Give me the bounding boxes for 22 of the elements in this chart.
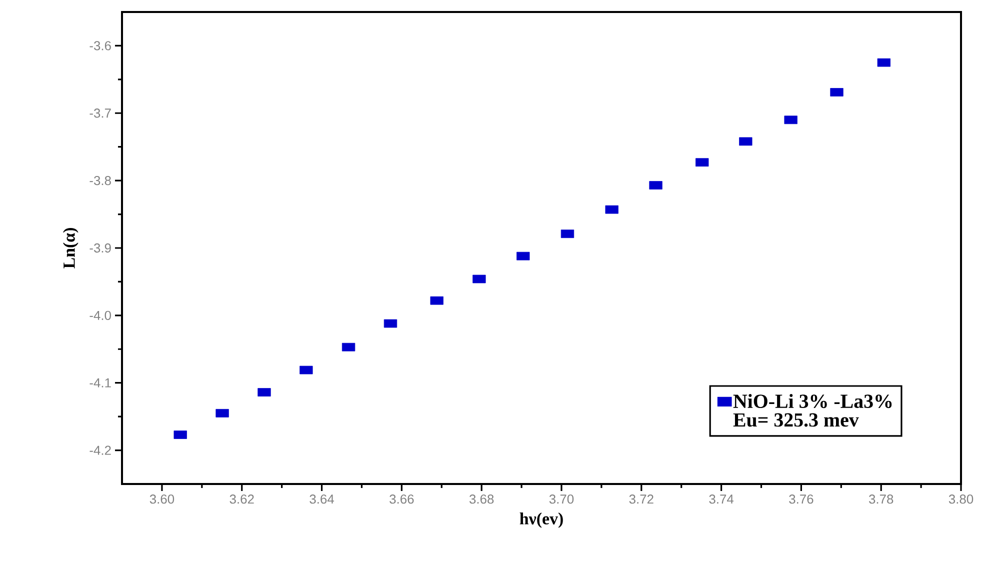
x-tick-label: 3.76	[789, 494, 814, 504]
legend-label: NiO-Li 3% -La3%	[733, 394, 892, 408]
x-tick-label: 3.70	[549, 494, 574, 504]
y-axis-title: Ln(α)	[62, 228, 78, 268]
x-tick-label: 3.64	[310, 494, 334, 504]
y-tick-label: -4.0	[90, 310, 111, 320]
y-tick-label: -4.2	[90, 446, 111, 455]
y-tick-label: -3.8	[90, 176, 111, 186]
y-tick-label: -3.6	[90, 41, 111, 50]
y-tick-label: -3.9	[90, 243, 111, 253]
x-tick-label: 3.72	[629, 494, 654, 504]
x-tick-label: 3.62	[230, 494, 254, 504]
x-tick-label: 3.78	[869, 494, 894, 504]
x-tick-label: 3.68	[469, 494, 494, 504]
x-tick-label: 3.66	[390, 494, 414, 504]
x-tick-label: 3.60	[150, 494, 174, 504]
annotation: Eu= 325.3 mev	[733, 413, 859, 427]
y-tick-label: -4.1	[90, 378, 111, 388]
x-tick-label: 3.74	[709, 494, 734, 504]
x-axis-title: hν(ev)	[520, 512, 563, 528]
x-tick-label: 3.80	[948, 494, 974, 504]
y-tick-label: -3.7	[90, 108, 111, 118]
